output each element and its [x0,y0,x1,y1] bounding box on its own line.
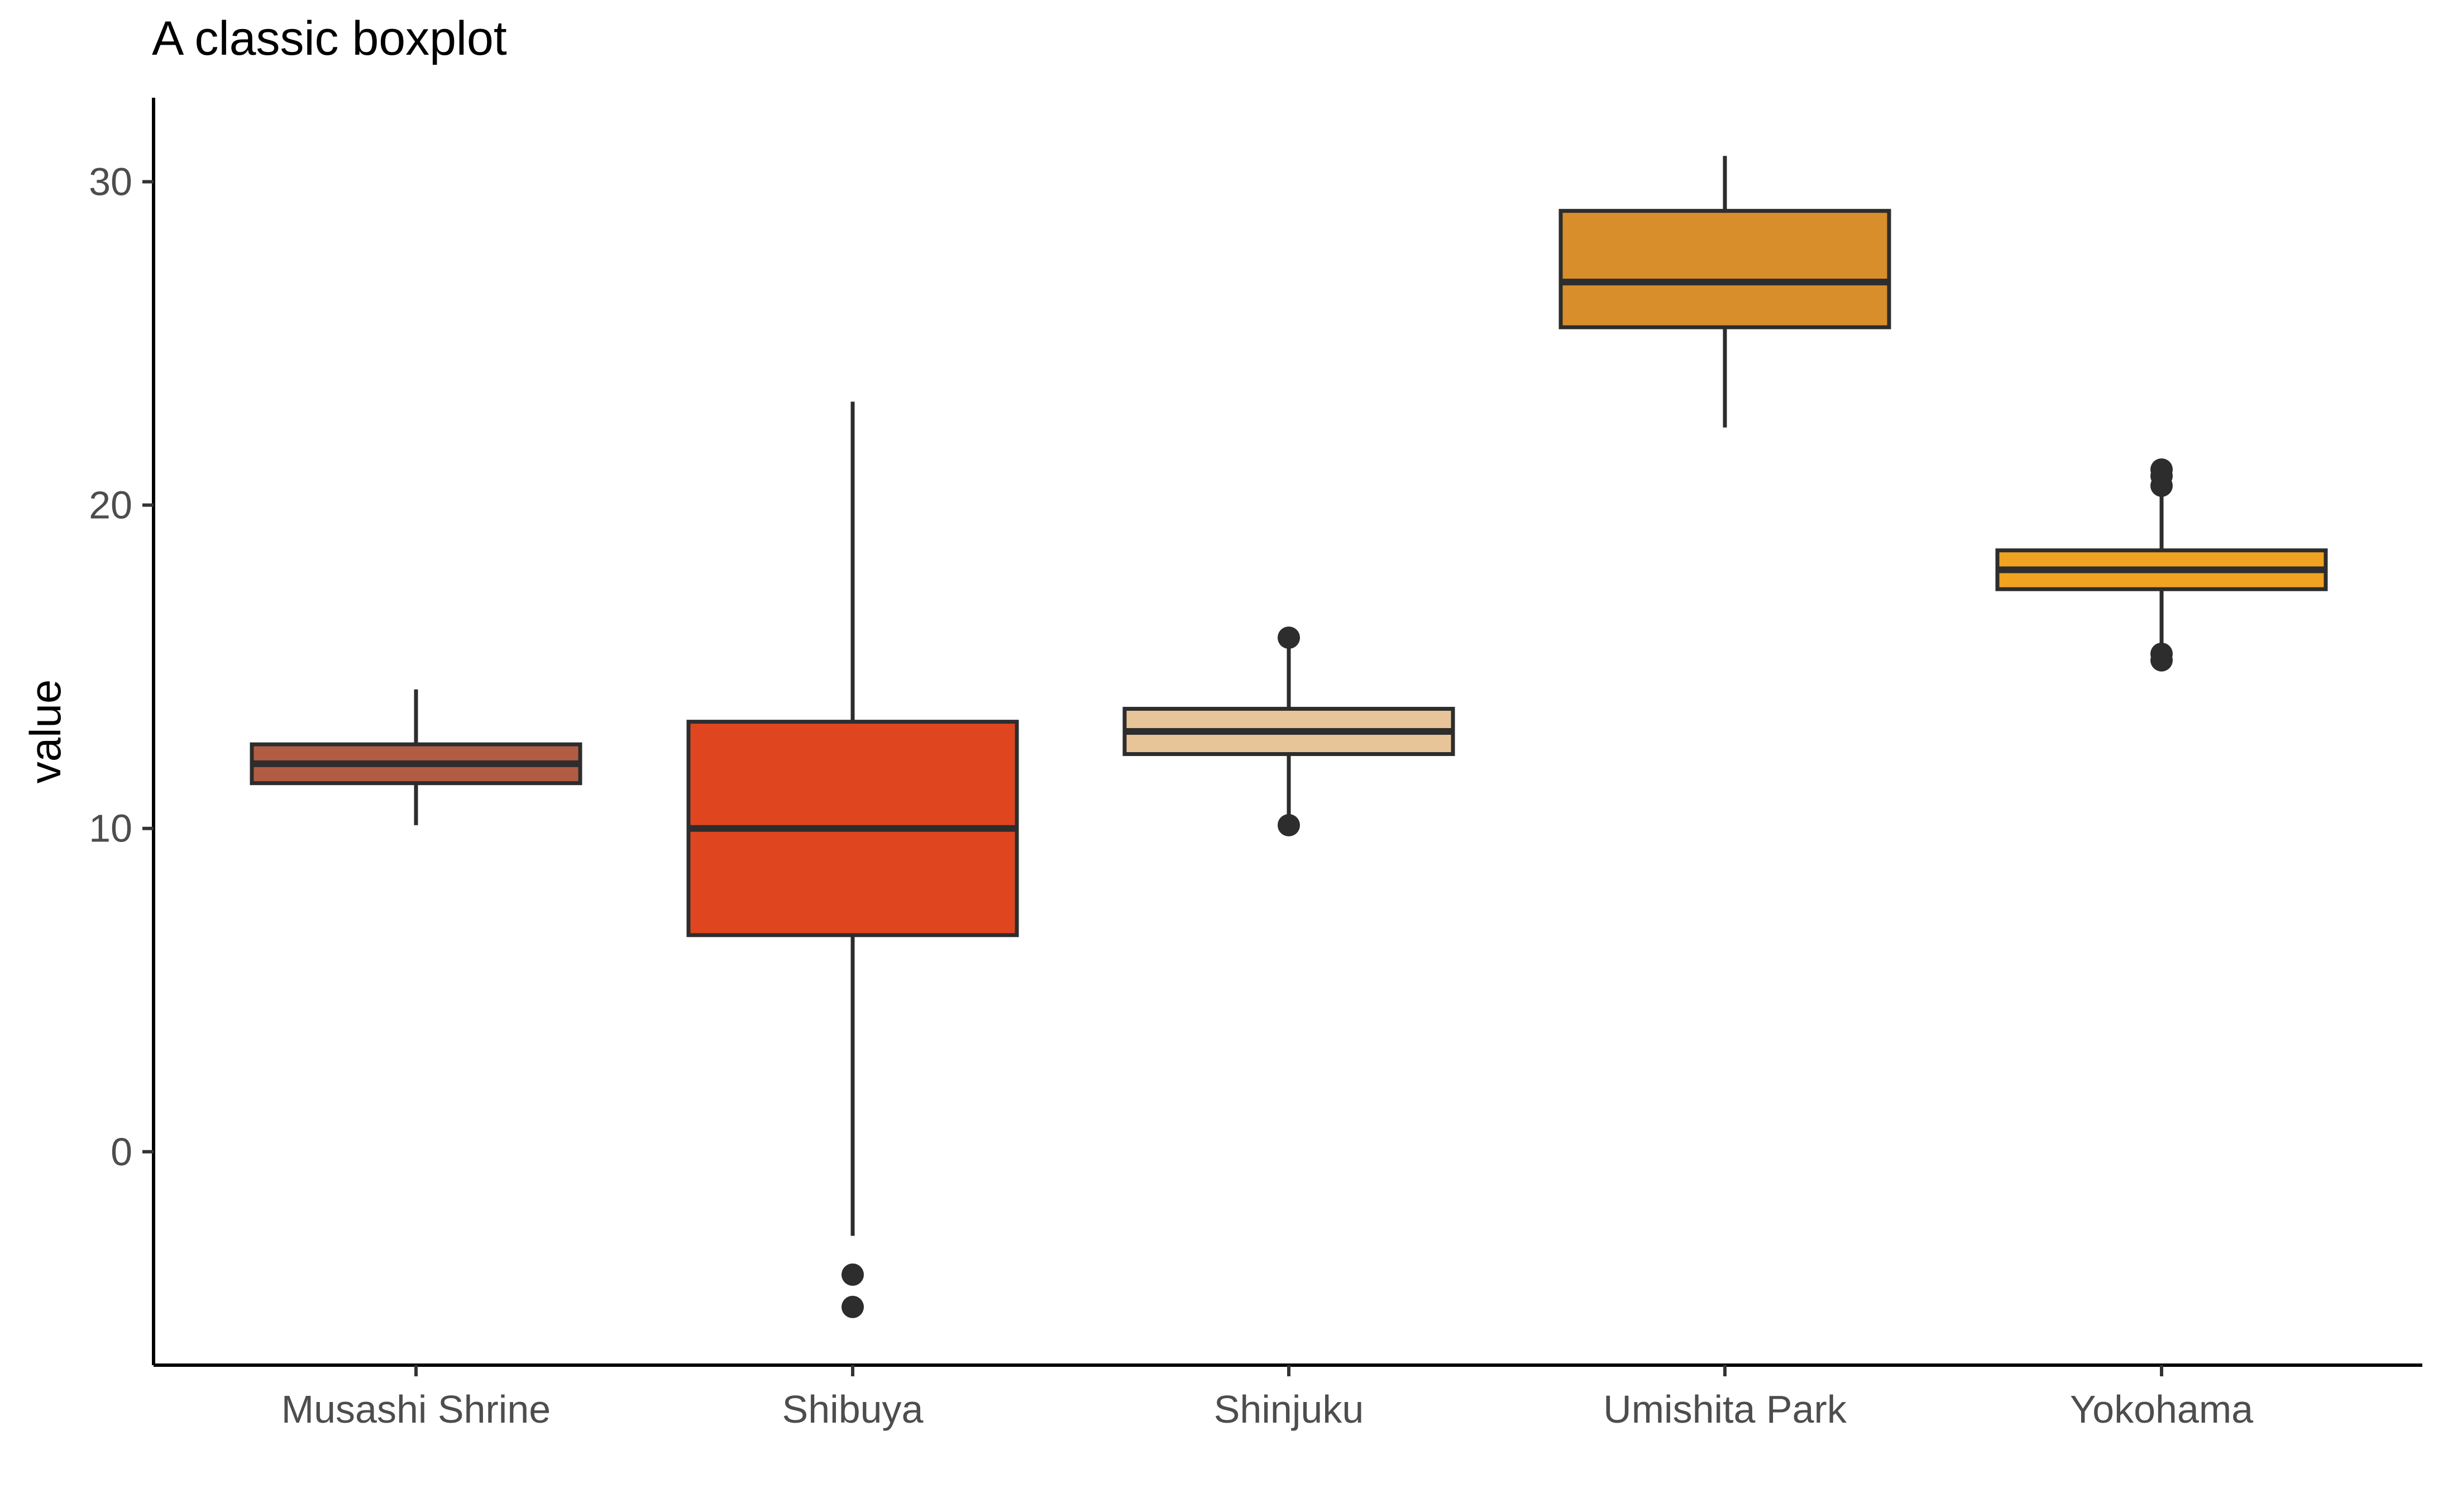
outlier-point [1278,626,1300,649]
outlier-point [1278,814,1300,836]
box-umishita-park [1558,209,1891,329]
y-tick-label: 30 [89,160,132,204]
chart-title: A classic boxplot [152,12,507,65]
x-tick-label: Umishita Park [1603,1387,1847,1431]
x-tick-label: Shinjuku [1214,1387,1364,1431]
outlier-point [2150,649,2173,672]
x-tick-label: Shibuya [782,1387,924,1431]
outlier-point [2150,474,2173,497]
plot-layer: 0 10 20 30 Musashi Shrine Shibuya Shinjuku Umis… [89,98,2422,1431]
y-tick-label: 10 [89,807,132,850]
y-tick-label: 20 [89,484,132,527]
x-tick-label: Musashi Shrine [281,1387,551,1431]
x-tick-label: Yokohama [2070,1387,2253,1431]
y-axis-label: value [21,680,70,783]
outlier-point [842,1295,864,1318]
y-tick-label: 0 [111,1130,132,1174]
outlier-point [842,1263,864,1286]
